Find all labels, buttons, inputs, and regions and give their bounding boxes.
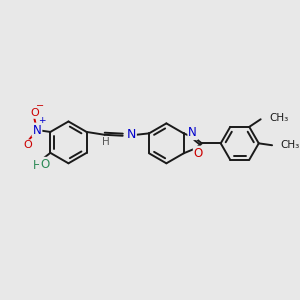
Text: O: O: [194, 147, 203, 160]
Text: H: H: [102, 137, 110, 147]
Text: −: −: [36, 101, 44, 111]
Text: O: O: [31, 108, 40, 118]
Text: CH₃: CH₃: [269, 113, 289, 123]
Text: O: O: [23, 140, 32, 150]
Text: N: N: [127, 128, 136, 141]
Text: H: H: [33, 159, 41, 172]
Text: +: +: [38, 116, 46, 125]
Text: O: O: [40, 158, 49, 171]
Text: CH₃: CH₃: [280, 140, 300, 150]
Text: N: N: [33, 124, 41, 136]
Text: N: N: [188, 126, 197, 139]
